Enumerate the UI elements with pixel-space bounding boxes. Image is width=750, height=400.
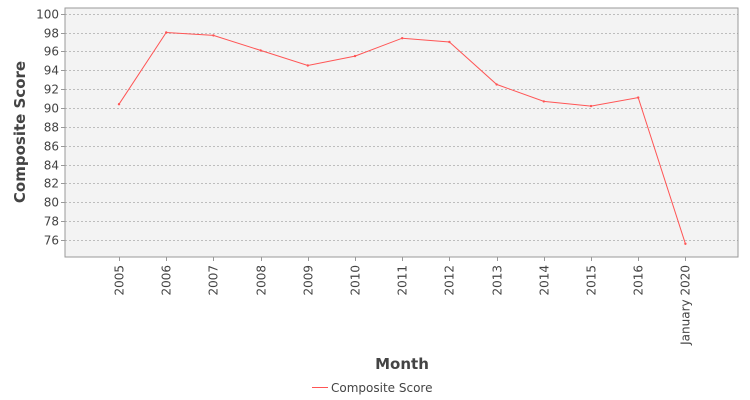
x-tick-label: 2010	[349, 265, 363, 296]
data-point	[589, 104, 593, 108]
y-tick-label: 82	[44, 177, 59, 191]
x-axis-title: Month	[375, 355, 429, 373]
x-tick-label: 2016	[632, 265, 646, 296]
y-tick-label: 78	[44, 215, 59, 229]
x-tick-label: January 2020	[679, 265, 693, 346]
y-tick-label: 92	[44, 83, 59, 97]
y-tick-label: 94	[44, 64, 59, 78]
y-tick-label: 100	[36, 8, 59, 22]
legend: Composite Score	[312, 381, 432, 395]
y-tick-label: 96	[44, 45, 59, 59]
data-point	[212, 34, 215, 37]
data-point	[117, 103, 121, 106]
y-tick-label: 80	[44, 196, 59, 210]
data-point	[448, 40, 451, 44]
y-tick-label: 86	[44, 140, 59, 154]
y-tick-label: 88	[44, 121, 59, 135]
y-tick-label: 84	[44, 159, 59, 173]
series-layer	[117, 31, 687, 245]
y-axis: 76 78 80 82 84 86 88 90 92 94 96 98 100	[36, 8, 65, 248]
data-point	[684, 242, 687, 245]
data-point	[637, 96, 640, 99]
y-tick-label: 98	[44, 27, 59, 41]
y-axis-title: Composite Score	[11, 61, 29, 203]
data-point	[353, 54, 357, 58]
x-tick-label: 2007	[207, 265, 221, 296]
x-tick-label: 2015	[585, 265, 599, 296]
legend-label: Composite Score	[331, 381, 432, 395]
data-point	[542, 100, 545, 103]
y-tick-label: 76	[44, 234, 59, 248]
x-tick-label: 2012	[443, 265, 457, 296]
data-point	[495, 83, 498, 86]
plot-area	[64, 7, 739, 258]
x-tick-label: 2011	[396, 265, 410, 296]
x-tick-label: 2006	[160, 265, 174, 296]
x-tick-label: 2014	[538, 265, 552, 296]
x-axis: 2005 2006 2007 2008 2009 2010 2011 2012 2013 2014…	[113, 257, 693, 346]
x-tick-label: 2013	[491, 265, 505, 296]
data-point	[165, 31, 168, 34]
data-point	[306, 64, 309, 67]
x-tick-label: 2009	[302, 265, 316, 296]
x-tick-label: 2005	[113, 265, 127, 296]
data-point	[401, 37, 404, 40]
y-tick-label: 90	[44, 102, 59, 116]
x-tick-label: 2008	[255, 265, 269, 296]
data-point	[259, 49, 262, 52]
